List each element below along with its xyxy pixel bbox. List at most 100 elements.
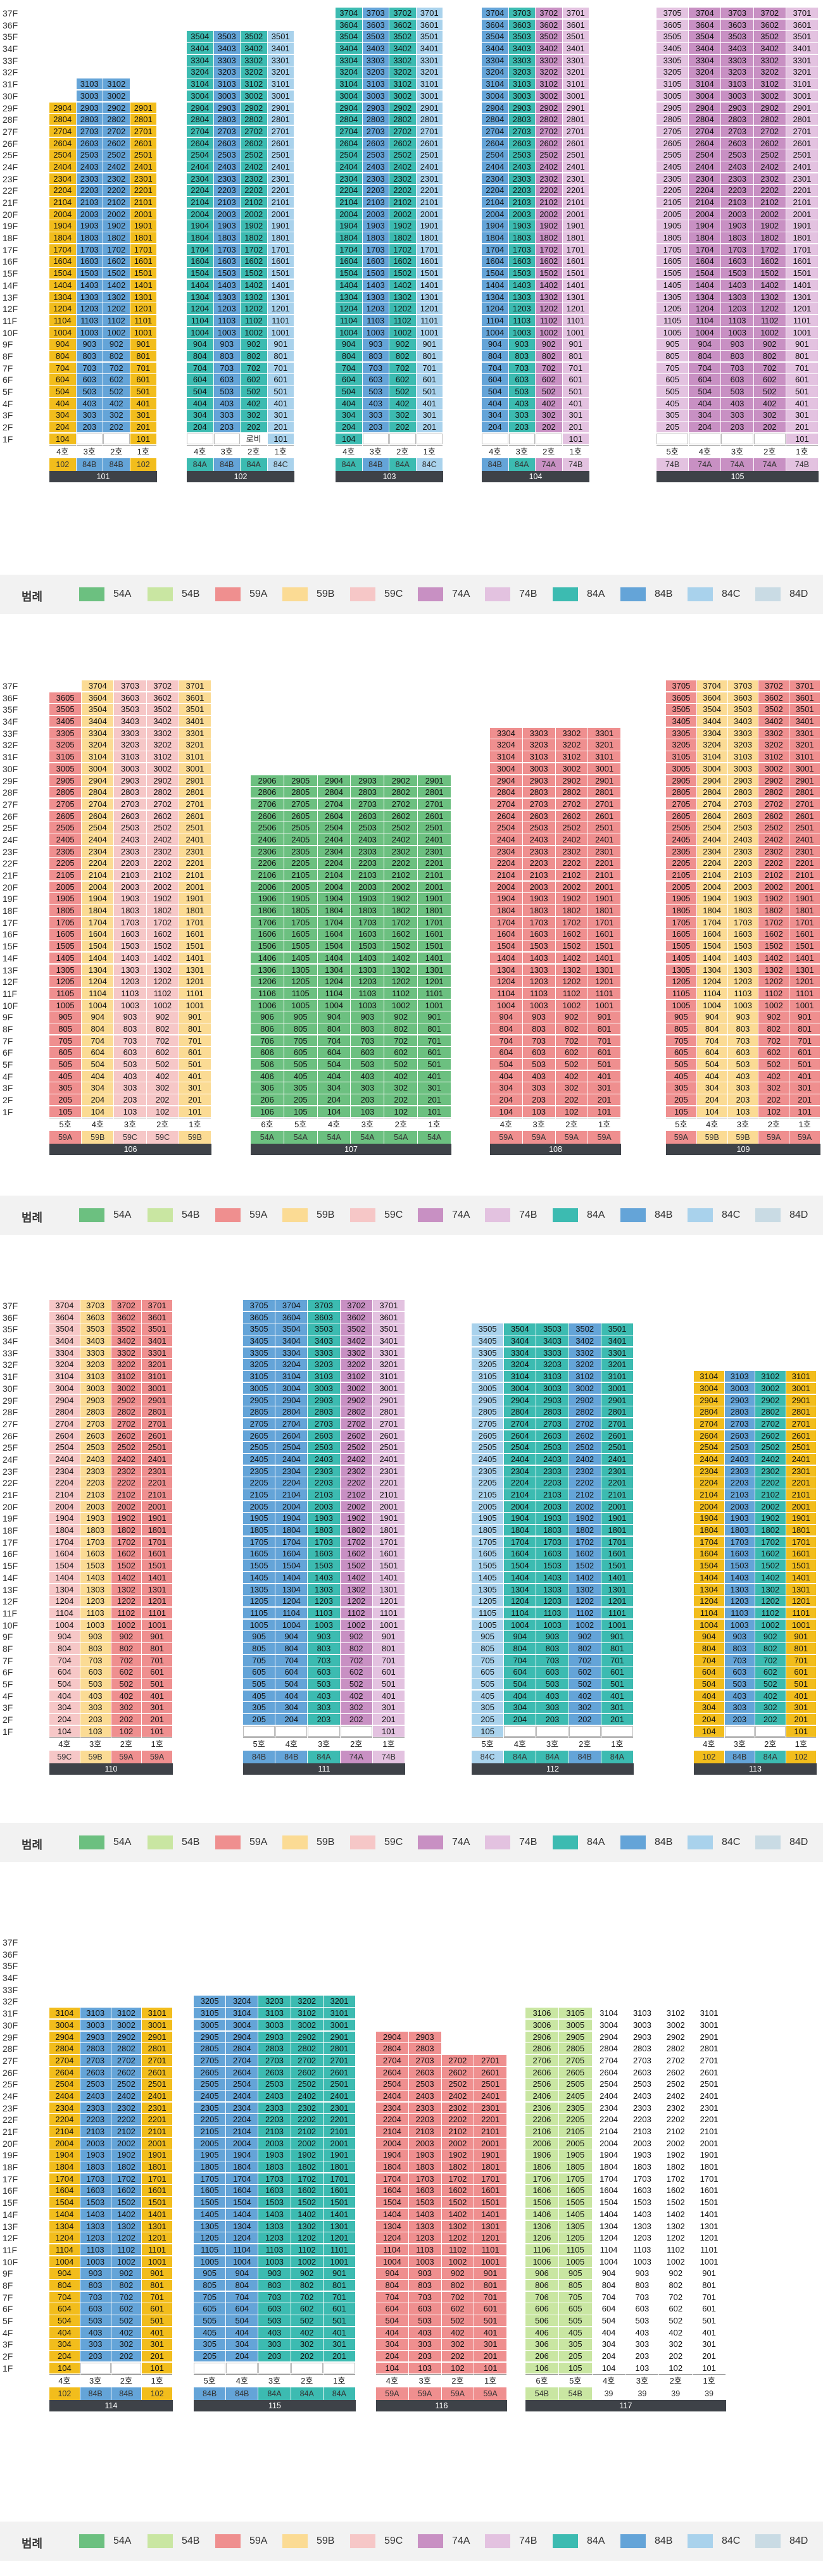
unit-cell: 2604 (482, 137, 508, 149)
unit-cell: 2302 (111, 1465, 142, 1477)
unit-cell: 2601 (601, 1430, 633, 1441)
unit-cell: 2801 (130, 114, 156, 125)
unit-cell: 1004 (317, 999, 351, 1011)
unit-cell: 2101 (142, 1489, 172, 1501)
unit-cell: 3001 (323, 2019, 355, 2031)
unit-cell: 2001 (588, 881, 620, 892)
unit-cell: 3604 (696, 692, 727, 703)
unit-cell: 3101 (789, 751, 820, 763)
unit-cell: 3403 (308, 1335, 340, 1347)
unit-cell: 1101 (267, 315, 294, 327)
unit-cell: 503 (522, 1059, 555, 1070)
unit-cell: 1902 (569, 1513, 601, 1524)
unit-cell: 2705 (657, 125, 689, 137)
unit-cell: 2704 (82, 798, 114, 810)
unit-cell: 505 (243, 1679, 275, 1690)
unit-cell: 1105 (666, 987, 696, 999)
unit-cell: 1704 (482, 244, 508, 256)
unit-cell: 3104 (82, 751, 114, 763)
unit-cell: 1701 (372, 1536, 405, 1548)
unit-cell: 506 (525, 2315, 558, 2327)
unit-cell: 1602 (389, 256, 416, 267)
unit-cell: 3202 (555, 739, 588, 751)
unit-cell: 1201 (142, 1596, 172, 1607)
ho-label: 3호 (721, 445, 753, 459)
unit-cell: 3101 (786, 78, 818, 90)
legend-swatch (350, 587, 375, 601)
unit-cell: 1503 (721, 268, 753, 279)
floor-label: 22F (3, 1478, 18, 1489)
unit-cell: 2504 (336, 149, 362, 161)
unit-cell: 1201 (142, 2232, 172, 2244)
unit-cell: 2805 (558, 2043, 592, 2054)
unit-cell: 2303 (522, 846, 555, 857)
unit-cell: 1605 (243, 1548, 275, 1560)
ho-label: 3호 (114, 1118, 146, 1132)
unit-cell: 1002 (755, 1619, 786, 1630)
unit-cell: 905 (472, 1631, 504, 1642)
unit-cell: 3003 (114, 763, 146, 775)
unit-cell: 303 (408, 2339, 441, 2350)
unit-cell: 3001 (789, 763, 820, 775)
unit-cell: 1501 (142, 1560, 172, 1572)
unit-cell: 504 (696, 1059, 727, 1070)
unit-cell: 2001 (416, 208, 443, 220)
unit-cell: 604 (336, 374, 362, 385)
unit-cell: 504 (592, 2315, 625, 2327)
unit-cell: 2703 (362, 125, 389, 137)
unit-cell: 3405 (657, 43, 689, 54)
unit-cell: 1203 (213, 303, 240, 315)
unit-cell: 1402 (659, 2208, 693, 2220)
unit-cell: 1103 (80, 2244, 111, 2256)
unit-cell: 2402 (103, 161, 130, 173)
pilotis-cell (275, 1725, 308, 1737)
unit-cell: 3002 (755, 1382, 786, 1394)
unit-cell: 602 (441, 2303, 474, 2315)
unit-cell: 2301 (786, 1465, 816, 1477)
legend-swatch (215, 2534, 241, 2548)
type-label: 59B (179, 1131, 211, 1144)
unit-cell: 502 (753, 386, 786, 397)
unit-cell: 2703 (80, 1418, 111, 1430)
unit-cell: 1402 (111, 2208, 142, 2220)
legend-swatch (418, 2534, 443, 2548)
unit-cell: 706 (525, 2291, 558, 2303)
unit-cell: 704 (187, 362, 213, 373)
unit-cell: 1201 (179, 976, 211, 987)
unit-cell: 2103 (114, 870, 146, 881)
unit-cell: 2901 (588, 775, 620, 786)
unit-cell: 1501 (142, 2197, 172, 2208)
unit-cell: 3601 (142, 1311, 172, 1323)
unit-cell: 1802 (755, 1525, 786, 1536)
unit-cell: 1801 (786, 1525, 816, 1536)
unit-cell: 2403 (351, 834, 384, 846)
floor-label: 8F (3, 1023, 13, 1034)
unit-cell: 203 (80, 2351, 111, 2362)
unit-cell: 2805 (284, 787, 317, 798)
unit-cell: 2101 (179, 870, 211, 881)
unit-cell: 503 (76, 386, 103, 397)
unit-cell: 2502 (384, 822, 418, 834)
unit-cell: 804 (592, 2279, 625, 2291)
unit-cell: 301 (474, 2339, 506, 2350)
legend-swatch (485, 1208, 510, 1222)
unit-cell: 2104 (689, 197, 721, 208)
floor-label: 5F (3, 387, 13, 397)
unit-cell: 3105 (472, 1371, 504, 1382)
type-label: 84C (416, 458, 443, 472)
type-label: 102 (49, 2387, 80, 2401)
unit-cell: 404 (82, 1070, 114, 1082)
unit-cell: 2703 (727, 798, 758, 810)
unit-cell: 1902 (441, 2149, 474, 2161)
unit-cell: 2905 (194, 2031, 226, 2042)
unit-cell: 2902 (340, 1394, 372, 1406)
floor-label: 35F (3, 1324, 18, 1335)
unit-cell: 803 (80, 1642, 111, 1654)
legend-swatch (79, 1835, 104, 1849)
unit-cell: 3401 (789, 716, 820, 727)
legend-label: 84C (722, 1837, 741, 1848)
unit-cell: 905 (243, 1631, 275, 1642)
unit-cell: 403 (80, 1690, 111, 1701)
floor-label: 7F (3, 1655, 13, 1666)
unit-cell: 501 (588, 1059, 620, 1070)
